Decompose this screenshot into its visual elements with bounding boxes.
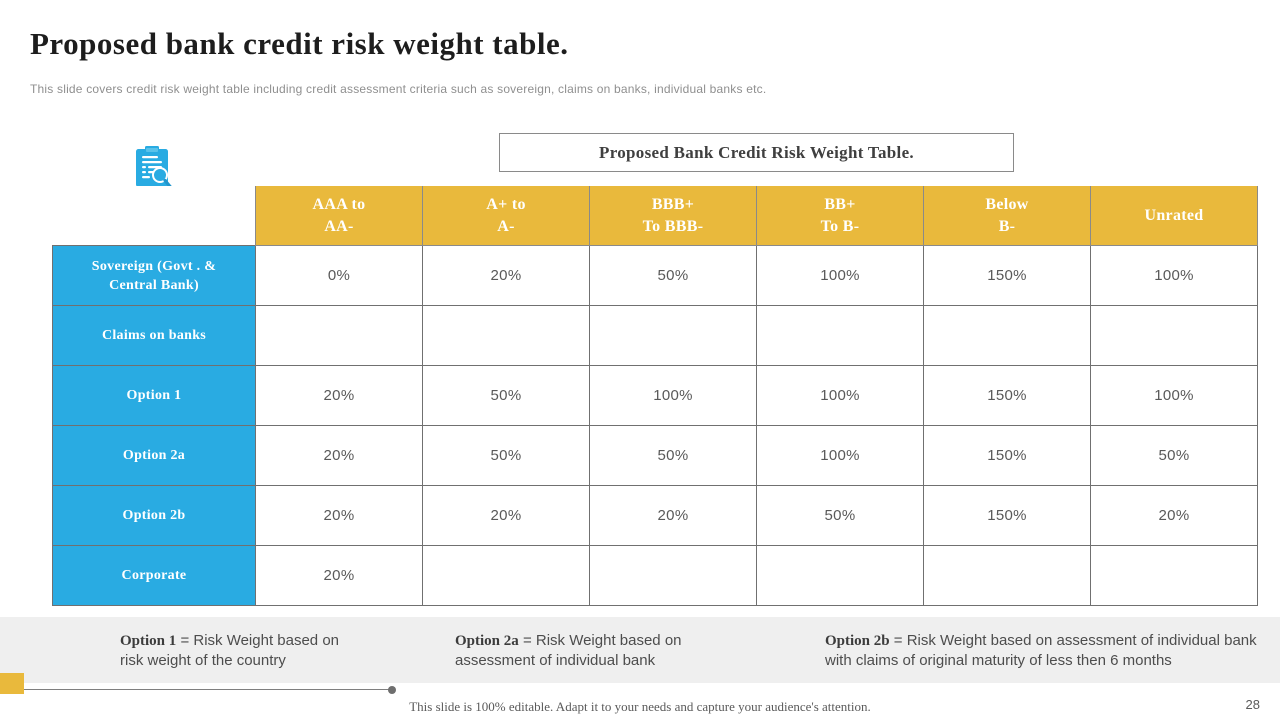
- cell-value: 100%: [1090, 245, 1258, 306]
- cell-value: 100%: [756, 245, 924, 306]
- page-number: 28: [1245, 697, 1260, 712]
- row-label: Option 2a: [52, 425, 256, 486]
- risk-weight-table: AAA to AA- A+ to A- BBB+ To BBB- BB+ To …: [52, 186, 1258, 606]
- table-caption: Proposed Bank Credit Risk Weight Table.: [599, 142, 914, 162]
- accent-square: [0, 673, 24, 694]
- cell-value: 50%: [589, 425, 757, 486]
- column-header-a-plus-to-a: A+ to A-: [422, 186, 590, 246]
- cell-value: 100%: [756, 365, 924, 426]
- cell-value: 20%: [255, 365, 423, 426]
- column-header-bb: BB+ To B-: [756, 186, 924, 246]
- cell-value: 20%: [589, 485, 757, 546]
- row-label: Option 2b: [52, 485, 256, 546]
- table-row-corporate: Corporate 20%: [52, 545, 1258, 606]
- legend-term: Option 2b: [825, 633, 890, 649]
- cell-value: 100%: [589, 365, 757, 426]
- table-row-option-1: Option 1 20% 50% 100% 100% 150% 100%: [52, 365, 1258, 426]
- table-corner-cell: [52, 186, 256, 246]
- legend-definition: = Risk Weight based on assessment of ind…: [825, 632, 1257, 669]
- cell-value: [422, 545, 590, 606]
- cell-value: [1090, 545, 1258, 606]
- column-header-unrated: Unrated: [1090, 186, 1258, 246]
- table-row-option-2a: Option 2a 20% 50% 50% 100% 150% 50%: [52, 425, 1258, 486]
- cell-value: 50%: [756, 485, 924, 546]
- table-caption-box: Proposed Bank Credit Risk Weight Table.: [499, 133, 1014, 172]
- cell-value: [1090, 305, 1258, 366]
- clipboard-magnifier-icon: [132, 146, 173, 190]
- row-label: Option 1: [52, 365, 256, 426]
- cell-value: 150%: [923, 425, 1091, 486]
- cell-value: 0%: [255, 245, 423, 306]
- cell-value: [255, 305, 423, 366]
- cell-value: [756, 545, 924, 606]
- row-label: Claims on banks: [52, 305, 256, 366]
- cell-value: 50%: [422, 425, 590, 486]
- legend-term: Option 2a: [455, 633, 519, 649]
- accent-dot: [388, 686, 396, 694]
- footer-note: This slide is 100% editable. Adapt it to…: [409, 699, 871, 714]
- table-row-claims-on-banks: Claims on banks: [52, 305, 1258, 366]
- cell-value: [923, 545, 1091, 606]
- cell-value: [589, 545, 757, 606]
- cell-value: 50%: [1090, 425, 1258, 486]
- cell-value: 50%: [422, 365, 590, 426]
- legend-option-2b: Option 2b = Risk Weight based on assessm…: [825, 631, 1257, 671]
- cell-value: [589, 305, 757, 366]
- cell-value: [756, 305, 924, 366]
- cell-value: 20%: [255, 485, 423, 546]
- cell-value: 150%: [923, 365, 1091, 426]
- table-row-option-2b: Option 2b 20% 20% 20% 50% 150% 20%: [52, 485, 1258, 546]
- legend-term: Option 1: [120, 633, 177, 649]
- cell-value: 100%: [756, 425, 924, 486]
- cell-value: [422, 305, 590, 366]
- row-label: Sovereign (Govt . & Central Bank): [52, 245, 256, 306]
- cell-value: 100%: [1090, 365, 1258, 426]
- column-header-aaa-to-aa: AAA to AA-: [255, 186, 423, 246]
- cell-value: 50%: [589, 245, 757, 306]
- column-header-bbb: BBB+ To BBB-: [589, 186, 757, 246]
- page-title: Proposed bank credit risk weight table.: [30, 26, 569, 61]
- cell-value: 20%: [422, 245, 590, 306]
- cell-value: 20%: [422, 485, 590, 546]
- cell-value: 150%: [923, 485, 1091, 546]
- row-label: Corporate: [52, 545, 256, 606]
- cell-value: 20%: [255, 545, 423, 606]
- header-row: AAA to AA- A+ to A- BBB+ To BBB- BB+ To …: [52, 186, 1258, 246]
- accent-line: [24, 689, 390, 690]
- legend-option-1: Option 1 = Risk Weight based on risk wei…: [120, 631, 348, 671]
- column-header-below-b: Below B-: [923, 186, 1091, 246]
- cell-value: 150%: [923, 245, 1091, 306]
- legend-option-2a: Option 2a = Risk Weight based on assessm…: [455, 631, 707, 671]
- legend-definition: = Risk Weight based on assessment of ind…: [455, 632, 682, 669]
- cell-value: 20%: [1090, 485, 1258, 546]
- legend-band: Option 1 = Risk Weight based on risk wei…: [0, 617, 1280, 683]
- legend-definition: = Risk Weight based on risk weight of th…: [120, 632, 339, 669]
- table-row-sovereign: Sovereign (Govt . & Central Bank) 0% 20%…: [52, 245, 1258, 306]
- cell-value: 20%: [255, 425, 423, 486]
- page-subtitle: This slide covers credit risk weight tab…: [30, 82, 767, 96]
- cell-value: [923, 305, 1091, 366]
